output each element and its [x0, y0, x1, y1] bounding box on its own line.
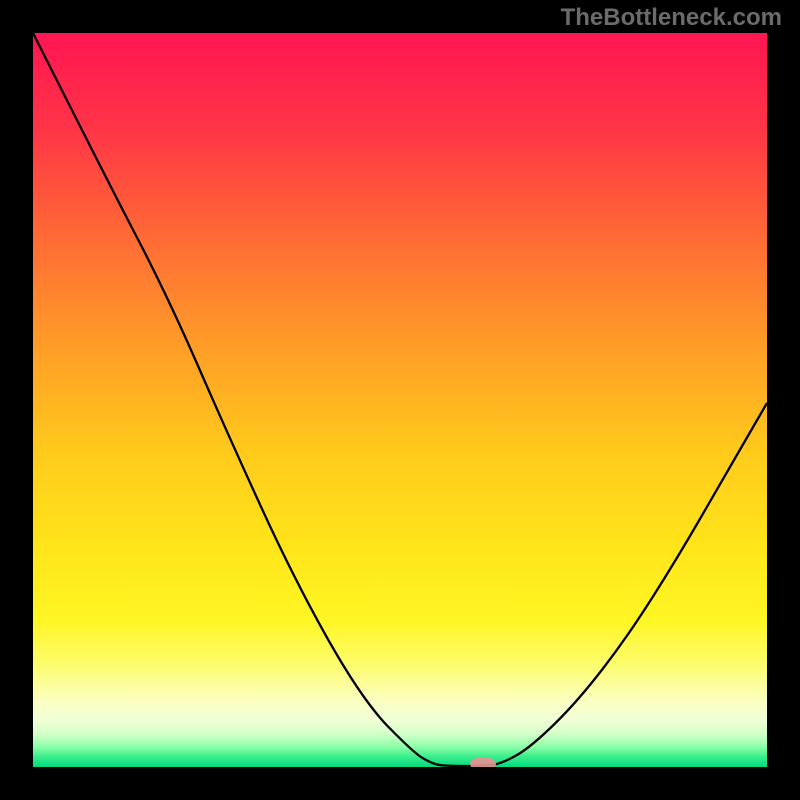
watermark-text: TheBottleneck.com [561, 4, 782, 32]
plot-area [33, 33, 767, 767]
bottleneck-marker [470, 757, 496, 767]
bottleneck-curve-svg [33, 33, 767, 767]
bottleneck-curve [33, 33, 767, 766]
